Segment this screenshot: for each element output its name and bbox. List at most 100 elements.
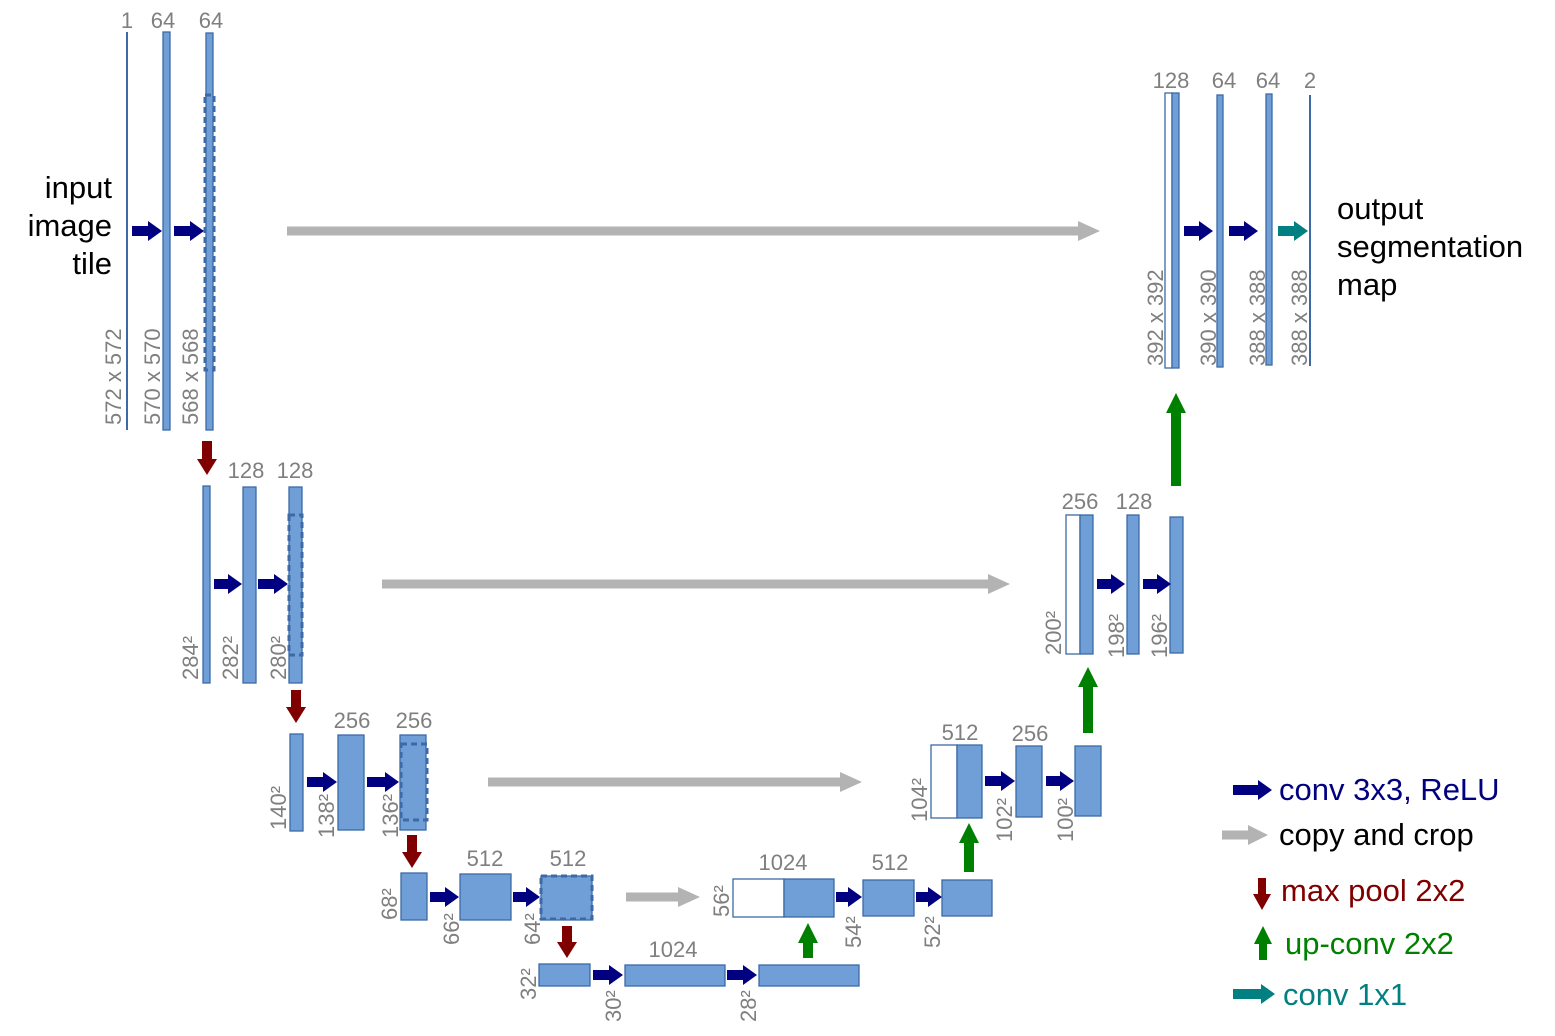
cropped-copy-map — [732, 878, 785, 918]
conv3x3-arrow-icon — [367, 772, 399, 792]
spatial-size: 138² — [314, 794, 339, 838]
feature-map-box — [941, 879, 993, 917]
up-conv-arrow-icon — [1166, 393, 1186, 486]
conv3x3-arrow-icon — [1097, 574, 1125, 594]
max-pool-arrow-icon — [557, 926, 577, 958]
feature-map-box — [1126, 514, 1140, 655]
spatial-size: 30² — [601, 990, 626, 1022]
input-label-line-2: image — [28, 208, 112, 243]
conv3x3-arrow-icon — [430, 887, 459, 907]
feature-map-box — [624, 964, 726, 987]
conv3x3-arrow-icon — [214, 574, 242, 594]
spatial-size: 388 x 388 — [1245, 269, 1270, 366]
spatial-size: 56² — [709, 885, 734, 917]
input-label-line-3: tile — [72, 246, 112, 281]
feature-map — [538, 963, 591, 987]
spatial-size: 282² — [218, 636, 243, 680]
channel-count: 256 — [396, 708, 433, 733]
feature-map — [1015, 745, 1043, 818]
spatial-size: 196² — [1147, 614, 1172, 658]
feature-map-box — [400, 872, 428, 921]
feature-map-box — [399, 734, 427, 831]
spatial-size: 54² — [841, 916, 866, 948]
feature-map — [1074, 745, 1102, 817]
upsampled-map — [1171, 92, 1180, 369]
feature-map — [539, 874, 594, 921]
channel-count: 128 — [1153, 68, 1190, 93]
conv3x3-arrow-icon — [513, 887, 540, 907]
crop-region — [399, 742, 429, 822]
crop-region — [203, 93, 216, 372]
feature-map — [1065, 514, 1094, 655]
feature-map — [732, 878, 835, 918]
channel-count: 256 — [1062, 489, 1099, 514]
feature-map-box — [1216, 94, 1224, 368]
conv3x3-arrow-icon — [258, 574, 288, 594]
conv3x3-arrow-icon — [1143, 574, 1171, 594]
legend-conv3x3-arrow-icon — [1233, 780, 1272, 800]
legend-conv1x1-label: conv 1x1 — [1283, 977, 1407, 1012]
output-label-line-3: map — [1337, 267, 1397, 302]
feature-map — [1169, 516, 1184, 654]
spatial-size: 102² — [992, 798, 1017, 842]
copy-crop-arrow-icon — [382, 574, 1010, 594]
spatial-size: 390 x 390 — [1196, 269, 1221, 366]
legend-conv3x3-label: conv 3x3, ReLU — [1279, 772, 1500, 807]
feature-map-box — [538, 963, 591, 987]
spatial-size: 32² — [516, 968, 541, 1000]
feature-map — [1216, 94, 1224, 368]
max-pool-arrow-icon — [402, 835, 422, 868]
channel-count: 256 — [1012, 721, 1049, 746]
feature-map — [459, 873, 512, 921]
feature-map — [1164, 92, 1180, 369]
output-label-line-2: segmentation — [1337, 229, 1523, 264]
conv3x3-arrow-icon — [836, 887, 862, 907]
conv3x3-arrow-icon — [307, 772, 337, 792]
feature-map-box — [242, 486, 257, 684]
feature-map-box — [1015, 745, 1043, 818]
channel-count: 1024 — [759, 850, 808, 875]
feature-map-box — [289, 733, 304, 832]
crop-region — [287, 513, 304, 657]
feature-map — [862, 879, 915, 917]
channel-count: 512 — [942, 720, 979, 745]
legend-maxpool-arrow-icon — [1253, 878, 1271, 910]
spatial-size: 280² — [266, 636, 291, 680]
spatial-size: 284² — [178, 636, 203, 680]
spatial-size: 68² — [377, 888, 402, 920]
spatial-size: 388 x 388 — [1287, 269, 1312, 366]
spatial-size: 28² — [736, 990, 761, 1022]
feature-map — [203, 32, 216, 431]
conv3x3-arrow-icon — [174, 221, 204, 241]
feature-map — [202, 485, 211, 684]
conv3x3-arrow-icon — [916, 887, 942, 907]
up-conv-arrow-icon — [959, 823, 979, 872]
spatial-size: 104² — [907, 778, 932, 822]
feature-map-box — [1169, 516, 1184, 654]
spatial-size: 570 x 570 — [140, 328, 165, 425]
channel-count: 512 — [550, 846, 587, 871]
copy-crop-arrow-icon — [287, 221, 1100, 241]
feature-map — [941, 879, 993, 917]
feature-map-box — [1074, 745, 1102, 817]
conv3x3-arrow-icon — [1046, 771, 1074, 791]
channel-count: 128 — [277, 458, 314, 483]
conv3x3-arrow-icon — [727, 965, 757, 985]
legend-maxpool-label: max pool 2x2 — [1281, 873, 1465, 908]
legend: conv 3x3, ReLU copy and crop max pool 2x… — [1222, 772, 1500, 1012]
spatial-size: 200² — [1041, 611, 1066, 655]
up-conv-arrow-icon — [1078, 667, 1098, 733]
crop-region — [539, 874, 594, 921]
conv3x3-arrow-icon — [593, 965, 623, 985]
spatial-size: 392 x 392 — [1143, 269, 1168, 366]
channel-count: 128 — [228, 458, 265, 483]
spatial-size: 198² — [1104, 614, 1129, 658]
channel-count: 2 — [1304, 68, 1316, 93]
feature-map-box — [459, 873, 512, 921]
feature-map-box — [862, 879, 915, 917]
feature-map — [400, 872, 428, 921]
feature-map-box — [758, 964, 860, 987]
feature-map — [242, 486, 257, 684]
spatial-size: 140² — [266, 786, 291, 830]
spatial-size: 66² — [439, 913, 464, 945]
